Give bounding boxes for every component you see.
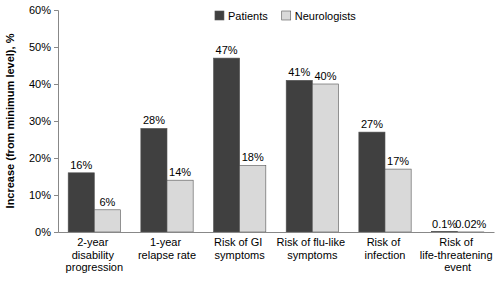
x-tick-label-line: Risk of <box>367 236 404 248</box>
x-tick-label-line: event <box>444 261 471 273</box>
y-tick: 0% <box>35 226 58 238</box>
x-tick-label-line: Risk of flu-like <box>277 236 349 248</box>
y-axis: 0% 10% 20% 30% 40% 50% 60% <box>29 4 59 238</box>
x-axis: 2-year disability progression 1-year rela… <box>59 233 496 274</box>
data-label: 47% <box>216 44 238 56</box>
x-tick: Risk of life-threatening event <box>420 236 496 273</box>
bar <box>214 58 240 232</box>
data-label: 0.02% <box>455 218 486 230</box>
data-label: 0.1% <box>432 218 457 230</box>
plot-area: 0% 10% 20% 30% 40% 50% 60% 2-year disability pr… <box>29 4 496 273</box>
x-tick-label: 1-year relapse rate <box>138 236 196 261</box>
legend: Patients Neurologists <box>215 10 356 22</box>
chart: 0% 10% 20% 30% 40% 50% 60% 2-year disability pr… <box>0 0 500 298</box>
x-tick-label: Risk of infection <box>365 236 406 261</box>
series <box>94 84 483 232</box>
y-tick-mark <box>54 10 58 11</box>
x-tick-label-line: disability <box>72 249 117 261</box>
x-axis-line <box>59 232 495 233</box>
x-tick-label-line: progression <box>66 261 123 273</box>
y-tick: 10% <box>29 189 58 201</box>
bar <box>286 80 312 232</box>
bar <box>167 180 193 232</box>
legend-swatch <box>215 11 224 20</box>
y-tick-label: 10% <box>29 189 51 201</box>
legend-swatch <box>282 11 291 20</box>
bar <box>458 231 484 232</box>
x-tick-label-line: symptoms <box>287 249 338 261</box>
y-tick-label: 30% <box>29 115 51 127</box>
data-label: 17% <box>387 155 409 167</box>
data-label: 41% <box>288 66 310 78</box>
y-axis-line <box>54 11 59 233</box>
y-tick: 30% <box>29 115 58 127</box>
y-tick-mark <box>54 121 58 122</box>
x-tick: 1-year relapse rate <box>138 236 196 261</box>
data-label: 14% <box>169 166 191 178</box>
x-tick-label: Risk of life-threatening event <box>420 236 496 273</box>
x-tick-label: Risk of GI symptoms <box>214 236 265 261</box>
x-tick-label: 2-year disability progression <box>66 236 123 273</box>
y-tick-label: 60% <box>29 4 51 16</box>
x-tick: Risk of flu-like symptoms <box>277 236 349 261</box>
bar <box>94 210 120 232</box>
x-tick-label: Risk of flu-like symptoms <box>277 236 349 261</box>
data-label: 28% <box>143 114 165 126</box>
x-tick-label-line: infection <box>365 249 406 261</box>
y-tick: 60% <box>29 4 58 16</box>
legend-label: Patients <box>228 10 268 22</box>
data-label: 27% <box>361 118 383 130</box>
data-label: 18% <box>242 151 264 163</box>
x-tick-label-line: 2-year <box>77 236 111 248</box>
x-tick: Risk of GI symptoms <box>214 236 265 261</box>
y-tick-label: 50% <box>29 41 51 53</box>
y-tick-label: 40% <box>29 78 51 90</box>
y-tick: 20% <box>29 152 58 164</box>
data-labels: 16% 28% 47% 41% 27% 0.1% 6% 14% 18% 40% 17% 0.02% <box>70 44 486 230</box>
y-tick: 40% <box>29 78 58 90</box>
y-tick-label: 0% <box>35 226 51 238</box>
y-tick: 50% <box>29 41 58 53</box>
y-axis-title: Increase (from minimum level), % <box>4 33 16 208</box>
x-tick-label-line: life-threatening <box>420 249 496 261</box>
bars <box>68 58 484 232</box>
x-tick-label-line: Risk of GI <box>214 236 265 248</box>
data-label: 40% <box>314 70 336 82</box>
x-tick-label-line: symptoms <box>215 249 266 261</box>
x-tick: 2-year disability progression <box>66 236 123 273</box>
bar <box>312 84 338 232</box>
bar <box>240 165 266 232</box>
bar <box>359 132 385 232</box>
bar <box>385 169 411 232</box>
bar <box>68 173 94 232</box>
bar <box>432 231 458 232</box>
y-tick-mark <box>54 158 58 159</box>
y-tick-mark <box>54 84 58 85</box>
y-tick-mark <box>54 232 58 233</box>
x-tick-label-line: 1-year <box>150 236 184 248</box>
legend-item: Neurologists <box>282 10 357 22</box>
x-tick-label-line: relapse rate <box>138 249 196 261</box>
data-label: 6% <box>99 196 115 208</box>
y-tick-mark <box>54 195 58 196</box>
legend-item: Patients <box>215 10 268 22</box>
x-tick-label-line: Risk of <box>439 236 476 248</box>
y-tick-mark <box>54 47 58 48</box>
series <box>68 58 457 232</box>
legend-label: Neurologists <box>295 10 357 22</box>
y-tick-label: 20% <box>29 152 51 164</box>
bar <box>141 128 167 232</box>
data-label: 16% <box>70 159 92 171</box>
x-tick: Risk of infection <box>365 236 406 261</box>
